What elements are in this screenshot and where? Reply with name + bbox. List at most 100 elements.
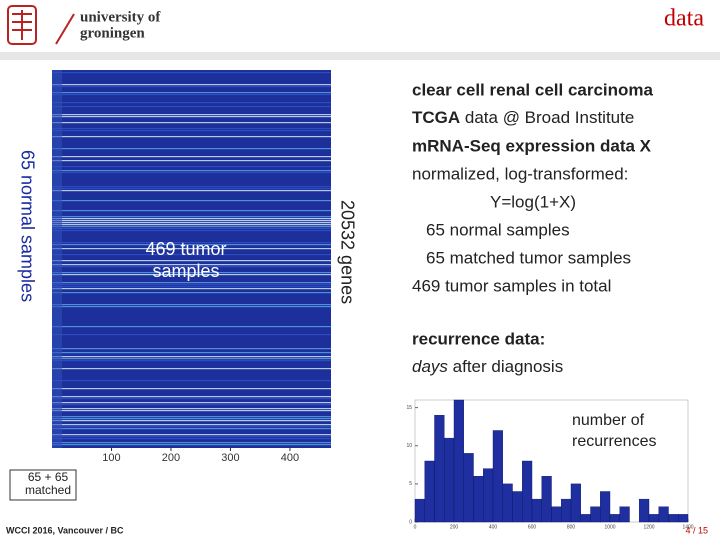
bar [668,514,679,523]
stripe [52,130,331,132]
stripe [52,190,331,192]
stripe [52,402,331,404]
stripe [52,230,331,232]
stripe [52,160,331,162]
stripe [52,128,331,130]
stripe [52,114,331,116]
stripe [52,358,331,360]
bar [551,506,562,523]
header-band [0,52,720,60]
bar [590,506,601,523]
bar [522,460,533,523]
bar [619,506,630,523]
stripe [52,106,331,108]
stripe [52,442,331,444]
page-number: 4 / 15 [685,525,708,535]
bar [424,460,435,523]
histogram: 0 5 10 15 0 200 400 600 800 1000 1200 1400 number of… [406,399,694,530]
stripe [52,92,331,94]
stripe [52,148,331,150]
x-tick-label: 1000 [604,524,615,530]
stripe [52,306,331,308]
bar [561,498,572,523]
heatmap-label: samples [152,261,219,281]
stripe [52,396,331,398]
x-tick-label: 200 [450,524,459,530]
stripe [52,216,331,218]
heatmap-label: matched [25,483,71,497]
stripe [52,254,331,256]
y-tick-label: 15 [406,405,412,411]
stripe [52,348,331,350]
stripe [52,116,331,118]
stripe [52,352,331,354]
stripe [52,244,331,246]
stripe [52,286,331,288]
y-tick-label: 0 [409,519,412,525]
annotation: recurrences [572,433,656,450]
stripe [52,136,331,138]
stripe [52,172,331,174]
segment: data @ Broad Institute [460,108,634,127]
stripe [52,166,331,168]
university: university of [80,9,161,25]
stripe [52,210,331,212]
stripe [52,224,331,226]
bar [473,476,484,523]
line: recurrence data: [412,329,545,348]
stripe [52,242,331,244]
bar [639,498,650,523]
stripe [52,356,331,358]
line: TCGA data @ Broad Institute [412,108,634,127]
bar [444,437,455,523]
stripe [52,380,331,382]
slide-title: data [664,6,704,32]
stripe [52,282,331,284]
bar [600,491,611,523]
stripe [52,266,331,268]
x-tick-label: 1200 [643,524,654,530]
stripe [52,122,331,124]
stripe [52,274,331,276]
stripe [52,220,331,222]
line: Y=log(1+X) [490,192,576,211]
segment: TCGA [412,108,460,127]
label-box [9,469,77,501]
stripe [52,84,331,86]
bar [580,514,591,523]
heatmap-label: 469 tumor [145,239,226,259]
stripe [52,222,331,224]
stripe [52,94,331,96]
stripe [52,326,331,328]
stripe [52,156,331,158]
x-tick-label: 300 [221,452,239,464]
bar [414,498,425,523]
stripe [52,72,331,74]
stripe [52,200,331,202]
stripe [52,434,331,436]
stripe [52,248,331,250]
x-tick-label: 400 [281,452,299,464]
description: clear cell renal cell carcinoma TCGA dat… [412,80,654,376]
x-tick-label: 200 [162,452,180,464]
stripe [52,284,331,286]
stripe [52,408,331,410]
stripe [52,188,331,190]
stripe [52,288,331,290]
heatmap-label: 65 + 65 [28,470,69,484]
y-tick-label: 5 [409,481,412,487]
line: clear cell renal cell carcinoma [412,80,654,99]
stripe [52,272,331,274]
stripe [52,388,331,390]
segment: after diagnosis [448,357,563,376]
heatmap-label: 65 normal samples [17,150,37,302]
stripe [52,260,331,262]
bar [541,476,552,523]
stripe [52,416,331,418]
heatmap: 100 200 300 400 [52,70,331,464]
stripe [52,426,331,428]
footer: WCCI 2016, Vancouver / BC [6,525,124,535]
bar [648,514,659,523]
line: 469 tumor samples in total [412,276,611,295]
